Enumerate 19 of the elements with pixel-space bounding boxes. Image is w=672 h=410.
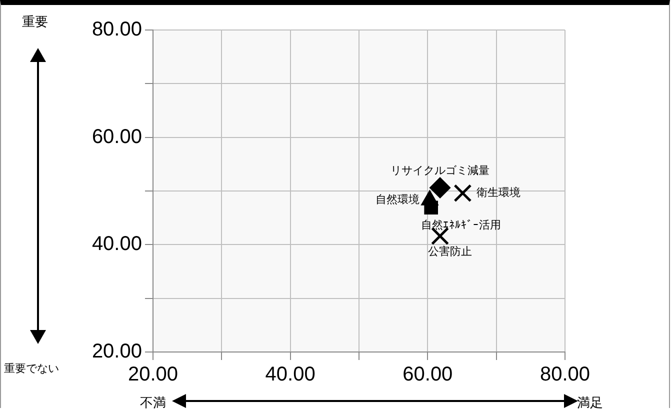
text: 重要 [22,14,48,31]
series-label: リサイクルゴミ減量 [390,164,490,177]
point [454,184,472,202]
text: 不満 [140,395,166,410]
series-label: 公害防止 [428,245,472,258]
text: 満足 [577,395,603,410]
x-tick-label: 40.00 [265,364,316,386]
x-tick-label: 80.00 [540,364,590,386]
x-tick-label: 60.00 [402,364,453,386]
text: 重要でない [4,362,59,376]
point [430,178,450,198]
y-tick-label: 80.00 [92,18,142,41]
y-tick-label: 40.00 [92,233,142,256]
series-label: 衛生環境 [476,186,521,200]
series-label: 自然環境 [376,193,420,206]
x-tick-label: 20.00 [128,364,178,386]
series-label: 自然ｴﾈﾙｷﾞｰ活用 [421,218,502,232]
y-tick-label: 20.00 [92,340,142,363]
y-tick-label: 60.00 [92,126,142,148]
